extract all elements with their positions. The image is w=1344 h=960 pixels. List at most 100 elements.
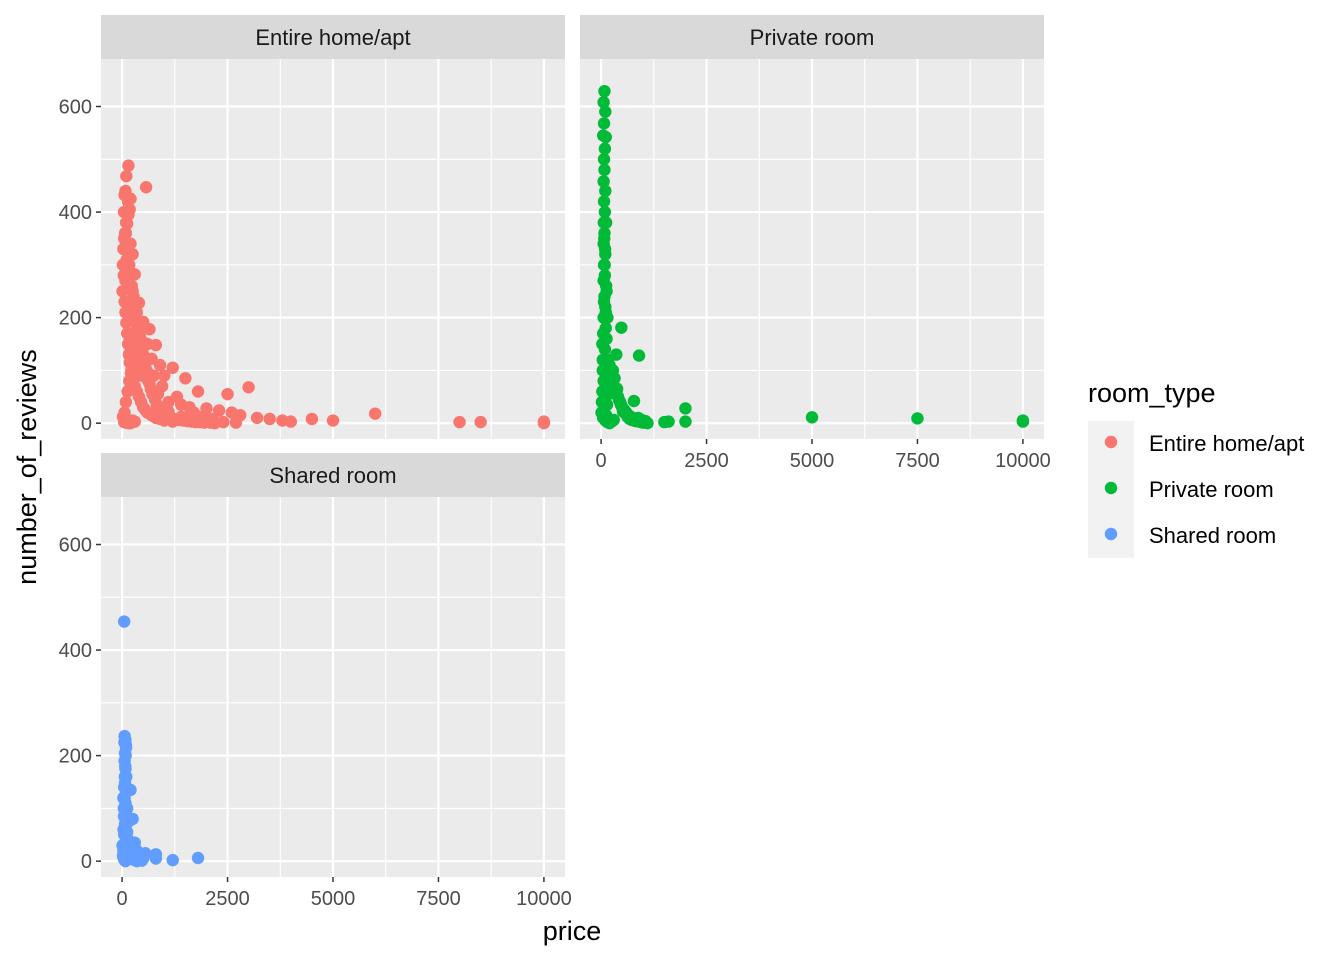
- data-point: [206, 412, 219, 426]
- data-point: [191, 851, 205, 865]
- data-point: [597, 216, 611, 229]
- y-tick-label: 200: [59, 308, 92, 330]
- data-point: [597, 153, 611, 166]
- facet-panels: Entire home/apt Private room Shared room: [101, 15, 1044, 877]
- facet-strip-label: Private room: [750, 25, 875, 50]
- data-point: [125, 279, 138, 293]
- legend-key: [1104, 527, 1118, 541]
- legend: room_type Entire home/apt Private room Sha…: [1088, 378, 1304, 558]
- axis-ticks: 0 200 400 600 0 2500 5000 7500 10000 0 200 400 600 0 2…: [59, 97, 1051, 911]
- data-point: [598, 84, 611, 98]
- data-point: [474, 415, 487, 429]
- data-point: [600, 398, 614, 411]
- data-point: [149, 852, 163, 865]
- x-tick-label: 7500: [895, 450, 940, 472]
- data-point: [805, 411, 819, 424]
- data-point: [599, 409, 613, 422]
- data-point: [119, 759, 132, 773]
- data-point: [139, 181, 153, 194]
- data-point: [221, 387, 234, 401]
- y-tick-label: 0: [81, 851, 92, 873]
- legend-key: [1104, 481, 1118, 495]
- data-point: [119, 395, 133, 409]
- data-point: [597, 274, 610, 287]
- legend-label: Entire home/apt: [1149, 431, 1304, 456]
- data-point: [135, 854, 149, 867]
- data-point: [368, 407, 382, 420]
- data-point: [158, 369, 171, 382]
- data-point: [174, 410, 188, 424]
- data-point: [134, 369, 148, 382]
- data-point: [128, 415, 141, 428]
- data-point: [133, 327, 147, 340]
- data-point: [143, 323, 156, 336]
- data-point: [118, 781, 131, 794]
- facet-panel-entire-home-apt: Entire home/apt: [101, 15, 565, 439]
- x-tick-label: 5000: [790, 450, 835, 472]
- data-point: [598, 205, 612, 219]
- data-point: [598, 258, 611, 272]
- data-point: [118, 226, 132, 240]
- data-point: [911, 412, 924, 425]
- data-point: [117, 810, 131, 823]
- data-point: [121, 195, 135, 208]
- data-point: [166, 361, 179, 374]
- facet-panel-private-room: Private room: [580, 15, 1044, 439]
- x-tick-label: 10000: [995, 450, 1051, 472]
- data-points: [595, 84, 1030, 430]
- data-point: [326, 414, 340, 427]
- data-point: [615, 321, 628, 334]
- data-point: [242, 381, 255, 394]
- legend-label: Shared room: [1149, 523, 1276, 548]
- facet-strip: [580, 15, 1044, 59]
- data-point: [124, 366, 138, 380]
- data-point: [117, 205, 131, 219]
- data-point: [118, 736, 131, 749]
- data-point: [151, 387, 165, 401]
- data-point: [120, 169, 133, 183]
- gridlines: [101, 497, 565, 877]
- y-axis-title: number_of_reviews: [12, 349, 42, 585]
- data-point: [127, 290, 140, 303]
- data-point: [597, 327, 610, 340]
- data-point: [599, 184, 612, 198]
- facet-strip: [101, 453, 565, 497]
- data-point: [149, 338, 163, 352]
- y-tick-label: 0: [81, 413, 92, 435]
- data-point: [598, 142, 612, 155]
- data-point: [118, 406, 131, 419]
- data-point: [679, 415, 692, 428]
- legend-label: Private room: [1149, 477, 1274, 502]
- x-tick-label: 2500: [205, 888, 250, 910]
- facet-strip-label: Shared room: [269, 463, 396, 488]
- legend-key: [1104, 435, 1118, 449]
- data-point: [121, 385, 134, 398]
- legend-items: Entire home/apt Private room Shared room: [1104, 431, 1304, 548]
- data-point: [120, 316, 133, 330]
- data-point: [597, 175, 610, 188]
- y-tick-label: 200: [59, 746, 92, 768]
- data-point: [123, 258, 136, 272]
- data-point: [116, 285, 129, 298]
- x-tick-label: 10000: [516, 888, 572, 910]
- data-point: [250, 411, 264, 425]
- data-point: [662, 415, 675, 428]
- data-point: [632, 349, 646, 362]
- data-point: [599, 306, 612, 319]
- y-tick-label: 600: [59, 535, 92, 557]
- data-point: [263, 412, 276, 426]
- data-point: [596, 337, 609, 351]
- data-point: [610, 348, 623, 361]
- data-point: [122, 159, 135, 172]
- data-point: [117, 823, 130, 836]
- data-point: [170, 390, 184, 403]
- x-tick-label: 0: [596, 450, 607, 472]
- y-tick-label: 400: [59, 640, 92, 662]
- data-point: [284, 415, 298, 428]
- y-tick-label: 600: [59, 97, 92, 119]
- data-point: [191, 385, 205, 398]
- data-point: [117, 791, 130, 805]
- data-point: [143, 377, 156, 390]
- data-point: [598, 242, 612, 256]
